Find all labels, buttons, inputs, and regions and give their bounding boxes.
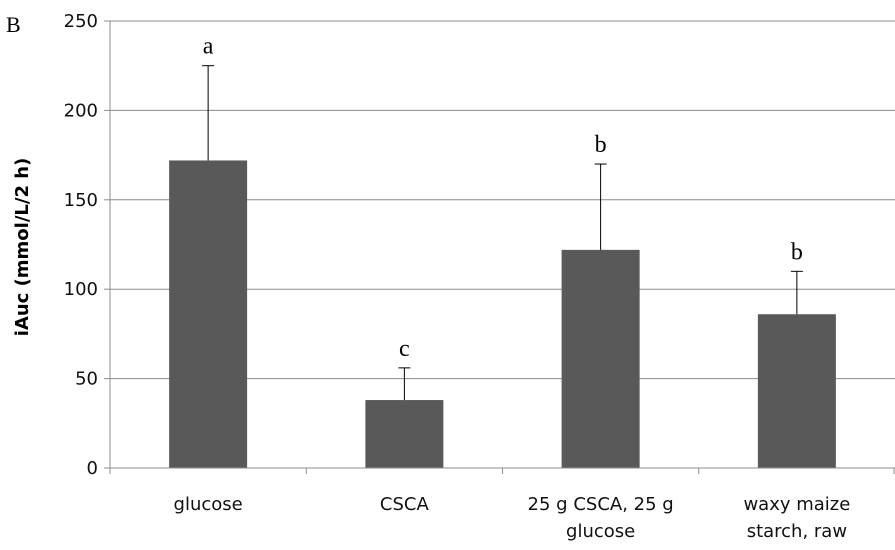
bar: [169, 160, 248, 469]
x-category-label-line: starch, raw: [747, 521, 847, 542]
x-category-label-line: glucose: [566, 521, 635, 542]
x-category-label-line: 25 g CSCA, 25 g: [528, 494, 674, 515]
significance-letter: b: [595, 132, 607, 158]
y-axis-label: iAuc (mmol/L/2 h): [12, 158, 33, 337]
x-category-label: 25 g CSCA, 25 g glucose: [528, 494, 674, 542]
x-category-label-line: glucose: [174, 494, 243, 515]
x-category-label-line: CSCA: [380, 494, 430, 515]
y-axis-ticks: 0 50 100 150 200 250: [64, 11, 111, 479]
significance-letter: a: [203, 34, 214, 60]
x-category-label: CSCA: [380, 494, 430, 515]
y-tick-label: 50: [75, 369, 98, 390]
significance-letters: a c b b: [203, 34, 803, 362]
significance-letter: b: [791, 239, 803, 265]
y-tick-label: 0: [87, 458, 98, 479]
y-tick-label: 100: [64, 279, 98, 300]
y-tick-label: 250: [64, 11, 98, 32]
x-category-label: glucose: [174, 494, 243, 515]
panel-label: B: [6, 12, 21, 37]
bar: [365, 400, 444, 468]
y-tick-label: 200: [64, 100, 98, 121]
x-axis-labels: glucose CSCA 25 g CSCA, 25 g glucose waxy ma…: [174, 494, 851, 542]
x-axis: [109, 467, 895, 474]
x-category-label: waxy maize starch, raw: [743, 494, 850, 542]
significance-letter: c: [399, 336, 410, 362]
y-tick-label: 150: [64, 190, 98, 211]
bars: [169, 160, 836, 469]
error-bars: [202, 65, 803, 401]
x-category-label-line: waxy maize: [743, 494, 850, 515]
bar: [757, 314, 836, 468]
bar: [561, 249, 640, 468]
